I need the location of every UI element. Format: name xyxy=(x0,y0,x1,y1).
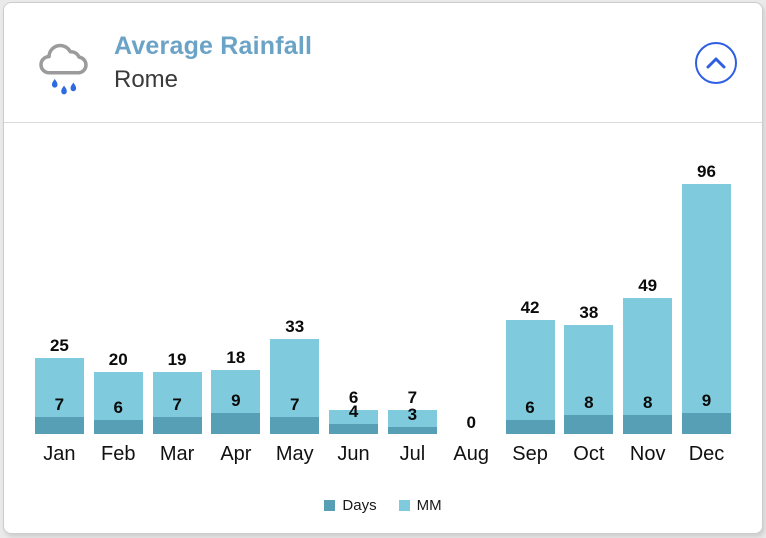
card-subtitle: Rome xyxy=(114,65,179,93)
header-divider xyxy=(4,122,762,123)
days-value-label: 6 xyxy=(113,397,123,417)
card-title: Average Rainfall xyxy=(114,31,313,60)
mm-value-label: 96 xyxy=(697,162,716,182)
month-label: Apr xyxy=(220,443,252,465)
mm-value-label: 33 xyxy=(285,316,305,336)
stacked-bar xyxy=(270,338,320,434)
chart-column: 20 6 xyxy=(89,123,148,434)
stacked-bar xyxy=(505,319,555,434)
bar-segment-days xyxy=(93,419,143,434)
bar-segment-days xyxy=(34,417,84,434)
bar-segment-mm xyxy=(329,410,379,425)
bar-segment-days xyxy=(211,412,261,434)
chevron-up-icon xyxy=(706,57,726,68)
legend-item-mm: MM xyxy=(398,497,442,514)
stacked-bar xyxy=(93,372,143,434)
days-value-label: 7 xyxy=(172,395,182,415)
month-label: Sep xyxy=(512,443,548,465)
mm-value-label: 49 xyxy=(638,276,658,296)
card-header: Average Rainfall Rome xyxy=(4,3,762,122)
month-label: Jan xyxy=(43,443,76,465)
bar-segment-mm xyxy=(152,372,202,418)
month-axis: Jan Feb Mar Apr May Jun Jul Aug Sep Oct Nov Dec xyxy=(30,443,736,466)
stacked-bar xyxy=(211,369,261,434)
bar-segment-days xyxy=(623,414,673,434)
bar-segment-days xyxy=(505,419,555,434)
bar-segment-days xyxy=(387,426,437,434)
month-label: Jun xyxy=(337,443,370,465)
chart-column: 25 7 xyxy=(30,123,89,434)
bar-segment-mm xyxy=(505,319,555,420)
rain-cloud-icon xyxy=(39,43,88,94)
month-label: Mar xyxy=(159,443,195,465)
stacked-bar xyxy=(623,298,673,434)
average-rainfall-card: Average Rainfall Rome 25 7 20 6 19 7 18 9 33 7 6 4 7… xyxy=(3,2,763,534)
days-value-label: 8 xyxy=(642,392,653,412)
month-label: May xyxy=(275,443,314,465)
days-value-label: 8 xyxy=(584,392,594,412)
month-label: Nov xyxy=(629,443,666,465)
bar-segment-mm xyxy=(564,324,614,415)
bar-segment-days xyxy=(329,424,379,434)
stacked-bar xyxy=(387,410,437,434)
rainfall-chart: 25 7 20 6 19 7 18 9 33 7 6 4 7 3 0 42 6 38 8 49 8 96 9 Jan Feb M… xyxy=(4,123,762,466)
days-value-label: 9 xyxy=(701,390,712,410)
bar-segment-mm xyxy=(270,338,320,418)
chart-columns: 25 7 20 6 19 7 18 9 33 7 6 4 7 3 0 42 6 38 8 49 8 96 9 xyxy=(30,123,736,434)
bar-segment-days xyxy=(564,414,614,434)
chart-column: 49 8 xyxy=(618,123,677,434)
bar-segment-mm xyxy=(34,357,84,418)
zero-value-label: 0 xyxy=(466,413,476,432)
bar-segment-days xyxy=(270,417,320,434)
legend-label-days: Days xyxy=(342,497,377,514)
chart-legend: Days MM xyxy=(4,497,762,514)
mm-value-label: 19 xyxy=(167,350,187,370)
chart-column: 96 9 xyxy=(677,123,736,434)
bar-segment-days xyxy=(152,417,202,434)
mm-value-label: 20 xyxy=(108,350,128,370)
stacked-bar xyxy=(34,357,84,434)
days-value-label: 7 xyxy=(54,395,65,415)
chart-column: 33 7 xyxy=(265,123,324,434)
collapse-button[interactable] xyxy=(695,41,737,84)
chart-column: 19 7 xyxy=(148,123,207,434)
chart-column: 18 9 xyxy=(206,123,265,434)
days-value-label: 6 xyxy=(525,397,535,417)
stacked-bar xyxy=(564,324,614,434)
bar-segment-days xyxy=(682,412,732,434)
mm-value-label: 38 xyxy=(579,302,599,322)
legend-item-days: Days xyxy=(324,497,377,514)
mm-value-label: 42 xyxy=(520,297,540,317)
month-label: Oct xyxy=(573,443,605,465)
days-value-label: 3 xyxy=(407,404,418,424)
bar-segment-mm xyxy=(211,369,261,413)
month-label: Jul xyxy=(399,443,426,465)
card-titles: Average Rainfall Rome xyxy=(114,30,695,96)
bar-segment-mm xyxy=(682,184,732,413)
month-label: Dec xyxy=(688,443,725,465)
mm-value-label: 6 xyxy=(348,388,359,408)
chart-column: 38 8 xyxy=(559,123,618,434)
chart-column: 0 xyxy=(442,123,501,434)
days-value-label: 9 xyxy=(231,390,241,410)
days-value-label: 7 xyxy=(289,395,300,415)
bar-segment-mm xyxy=(387,410,437,427)
mm-value-label: 25 xyxy=(49,335,69,355)
stacked-bar xyxy=(152,372,202,434)
chart-column: 42 6 xyxy=(501,123,560,434)
month-label: Aug xyxy=(453,443,489,465)
month-label: Feb xyxy=(101,443,136,465)
bar-segment-mm xyxy=(623,298,673,415)
days-swatch xyxy=(324,500,336,511)
stacked-bar xyxy=(682,184,732,434)
legend-label-mm: MM xyxy=(416,497,442,514)
mm-value-label: 7 xyxy=(407,388,418,408)
stacked-bar xyxy=(329,410,379,434)
mm-value-label: 18 xyxy=(226,347,246,367)
mm-swatch xyxy=(398,500,410,511)
bar-segment-mm xyxy=(93,372,143,420)
days-value-label: 4 xyxy=(348,402,359,422)
